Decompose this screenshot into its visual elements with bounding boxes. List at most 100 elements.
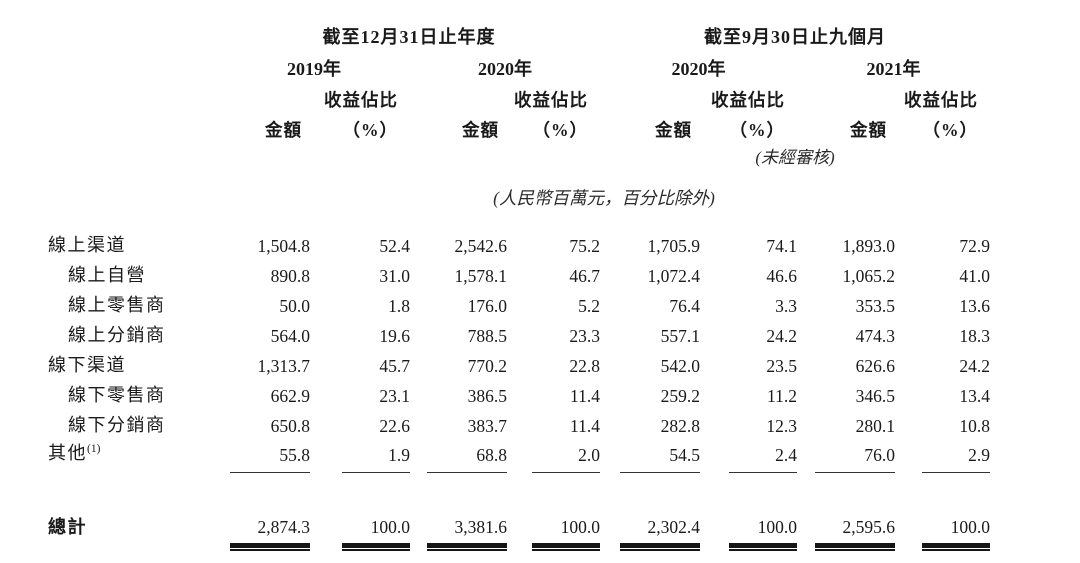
table-row: 線下零售商 662.9 23.1 386.5 11.4 259.2 11.2 346.5 13.… xyxy=(48,376,990,406)
cell-value: 13.6 xyxy=(959,295,990,316)
cell-value: 1,065.2 xyxy=(842,265,896,286)
year-header-row: 2019年 2020年 2020年 2021年 xyxy=(48,48,990,80)
amount-header: 金額 xyxy=(850,119,887,140)
cell-value: 50.0 xyxy=(279,295,310,316)
table-row: 線上分銷商 564.0 19.6 788.5 23.3 557.1 24.2 474.3 18.… xyxy=(48,316,990,346)
cell-value: 46.7 xyxy=(569,265,600,286)
cell-value: 662.9 xyxy=(270,385,310,406)
cell-value: 10.8 xyxy=(959,415,990,436)
cell-value: 788.5 xyxy=(467,325,507,346)
cell-value: 55.8 xyxy=(218,436,310,473)
cell-value: 564.0 xyxy=(270,325,310,346)
empty-cell xyxy=(48,22,218,48)
cell-value: 23.1 xyxy=(379,385,410,406)
cell-value: 54.5 xyxy=(600,436,700,473)
cell-value: 1,705.9 xyxy=(647,235,701,256)
empty-cell xyxy=(48,80,218,110)
year-2020: 2020年 xyxy=(478,59,532,80)
table-row: 線上自營 890.8 31.0 1,578.1 46.7 1,072.4 46.6 1,065… xyxy=(48,256,990,286)
revenue-by-channel-table: 截至12月31日止年度 截至9月30日止九個月 2019年 2020年 2020… xyxy=(48,22,990,556)
unit-note-row: (人民幣百萬元，百分比除外) xyxy=(48,168,990,210)
total-cell: 3,381.6 xyxy=(410,473,507,556)
cell-value: 2.9 xyxy=(895,436,990,473)
row-label: 線上自營 xyxy=(68,265,146,286)
cell-value: 353.5 xyxy=(855,295,895,316)
total-cell: 100.0 xyxy=(310,473,410,556)
total-cell: 100.0 xyxy=(895,473,990,556)
cell-value: 52.4 xyxy=(379,235,410,256)
total-cell: 2,302.4 xyxy=(600,473,700,556)
table-row: 線下分銷商 650.8 22.6 383.7 11.4 282.8 12.3 280.1 10.… xyxy=(48,406,990,436)
cell-value: 176.0 xyxy=(467,295,507,316)
table-body: 線上渠道 1,504.8 52.4 2,542.6 75.2 1,705.9 74.1 1,8… xyxy=(48,226,990,473)
cell-value: 68.8 xyxy=(410,436,507,473)
amount-header: 金額 xyxy=(462,119,499,140)
percent-header: （%） xyxy=(922,119,978,140)
cell-value: 45.7 xyxy=(379,355,410,376)
year-2019: 2019年 xyxy=(287,59,341,80)
amount-header: 金額 xyxy=(655,119,692,140)
cell-value: 12.3 xyxy=(766,415,797,436)
cell-value: 386.5 xyxy=(467,385,507,406)
cell-value: 18.3 xyxy=(959,325,990,346)
cell-value: 1,504.8 xyxy=(257,235,311,256)
cell-value: 41.0 xyxy=(959,265,990,286)
cell-value: 474.3 xyxy=(855,325,895,346)
share-header: 收益佔比 xyxy=(711,89,785,110)
empty-cell xyxy=(48,110,218,140)
table-row: 線上渠道 1,504.8 52.4 2,542.6 75.2 1,705.9 74.1 1,8… xyxy=(48,226,990,256)
row-label: 線下分銷商 xyxy=(68,415,166,436)
cell-value: 24.2 xyxy=(959,355,990,376)
cell-value: 557.1 xyxy=(660,325,700,346)
share-header: 收益佔比 xyxy=(514,89,588,110)
cell-value: 542.0 xyxy=(660,355,700,376)
cell-value: 11.4 xyxy=(570,415,600,436)
unaudited-note-row: (未經審核) xyxy=(48,140,990,168)
cell-value: 2.0 xyxy=(507,436,600,473)
total-cell: 100.0 xyxy=(507,473,600,556)
cell-value: 2,542.6 xyxy=(454,235,508,256)
cell-value: 24.2 xyxy=(766,325,797,346)
row-label: 線上零售商 xyxy=(68,295,166,316)
row-label: 線下零售商 xyxy=(68,385,166,406)
period-group-header-row: 截至12月31日止年度 截至9月30日止九個月 xyxy=(48,22,990,48)
spacer-row xyxy=(48,210,990,226)
table-row: 線下渠道 1,313.7 45.7 770.2 22.8 542.0 23.5 626.6 24… xyxy=(48,346,990,376)
total-row: 總計 2,874.3 100.0 3,381.6 100.0 2,302.4 1… xyxy=(48,473,990,556)
empty-cell xyxy=(48,48,218,80)
cell-value: 31.0 xyxy=(379,265,410,286)
percent-header: （%） xyxy=(532,119,588,140)
cell-value: 3.3 xyxy=(775,295,797,316)
period-group-nine-months: 截至9月30日止九個月 xyxy=(704,27,886,48)
year-2020-9m: 2020年 xyxy=(671,59,726,80)
cell-value: 46.6 xyxy=(766,265,797,286)
unaudited-note: (未經審核) xyxy=(755,148,835,168)
total-cell: 2,595.6 xyxy=(797,473,895,556)
amount-header-row: 金額 （%） 金額 （%） 金額 （%） 金額 （%） xyxy=(48,110,990,140)
amount-header: 金額 xyxy=(265,119,302,140)
cell-value: 650.8 xyxy=(270,415,310,436)
cell-value: 1.8 xyxy=(388,295,410,316)
total-cell: 2,874.3 xyxy=(218,473,310,556)
cell-value: 346.5 xyxy=(855,385,895,406)
period-group-annual: 截至12月31日止年度 xyxy=(322,27,496,48)
cell-value: 19.6 xyxy=(379,325,410,346)
total-cell: 100.0 xyxy=(700,473,797,556)
row-label: 線下渠道 xyxy=(48,355,126,376)
cell-value: 11.2 xyxy=(767,385,797,406)
cell-value: 74.1 xyxy=(766,235,797,256)
cell-value: 1,578.1 xyxy=(454,265,508,286)
share-header: 收益佔比 xyxy=(904,89,978,110)
cell-value: 22.6 xyxy=(379,415,410,436)
cell-value: 770.2 xyxy=(467,355,507,376)
cell-value: 23.3 xyxy=(569,325,600,346)
cell-value: 76.0 xyxy=(797,436,895,473)
share-header: 收益佔比 xyxy=(324,89,398,110)
cell-value: 280.1 xyxy=(855,415,895,436)
cell-value: 383.7 xyxy=(467,415,507,436)
cell-value: 890.8 xyxy=(270,265,310,286)
unit-note: (人民幣百萬元，百分比除外) xyxy=(493,187,715,208)
cell-value: 1.9 xyxy=(310,436,410,473)
table-row: 線上零售商 50.0 1.8 176.0 5.2 76.4 3.3 353.5 13.6 xyxy=(48,286,990,316)
